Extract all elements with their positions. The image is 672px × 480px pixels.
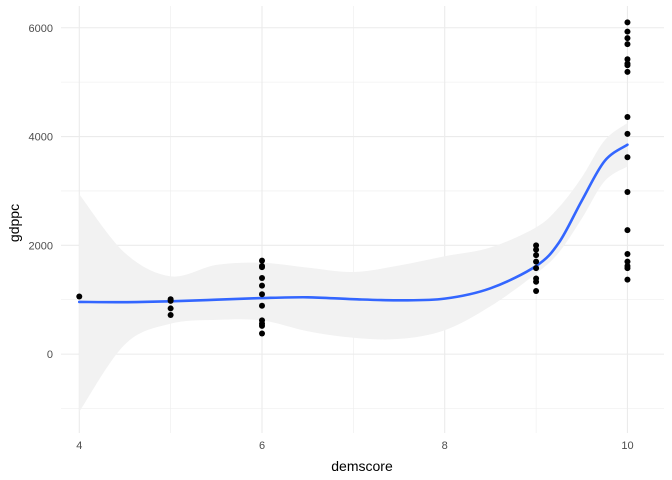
data-point [624,265,631,272]
y-axis-title: gdppc [6,204,22,242]
data-point [76,293,83,300]
data-point [624,56,631,63]
data-point [167,305,174,312]
x-tick-label: 4 [76,440,82,452]
data-point [533,288,540,295]
data-point [624,154,631,161]
confidence-ribbon [79,122,628,412]
x-axis-title: demscore [331,458,393,474]
smooth-line [77,143,629,304]
y-tick-labels: 0 2000 4000 6000 [29,23,53,361]
y-tick-label: 6000 [29,23,53,35]
x-tick-label: 8 [442,440,448,452]
x-tick-labels: 4 6 8 10 [76,440,633,452]
data-points [76,19,631,337]
y-tick-label: 0 [47,349,53,361]
data-point [259,282,265,289]
major-gridlines [61,6,664,433]
data-point [624,276,631,283]
data-point [533,246,540,253]
data-point [624,68,631,75]
data-point [624,62,631,69]
data-point [533,252,540,259]
data-point [259,322,265,329]
data-point [624,251,631,258]
data-point [259,291,265,298]
y-tick-label: 4000 [29,132,53,144]
data-point [533,265,540,272]
data-point [624,130,631,137]
data-point [624,19,631,26]
data-point [259,257,265,264]
x-tick-label: 6 [259,440,265,452]
data-point [624,113,631,120]
data-point [624,35,631,42]
data-point [259,264,265,271]
data-point [533,242,540,249]
data-point [167,311,174,318]
smooth-curve [77,143,629,304]
data-point [624,258,631,265]
data-point [533,258,540,265]
data-point [624,227,631,234]
y-tick-label: 2000 [29,240,53,252]
data-point [259,330,265,337]
data-point [167,297,174,304]
confidence-band [79,122,628,412]
data-point [624,41,631,48]
minor-gridlines [61,6,664,433]
x-tick-label: 10 [621,440,633,452]
data-point [624,189,631,196]
data-point [259,302,265,309]
data-point [533,278,540,285]
data-point [624,28,631,35]
data-point [259,274,265,281]
